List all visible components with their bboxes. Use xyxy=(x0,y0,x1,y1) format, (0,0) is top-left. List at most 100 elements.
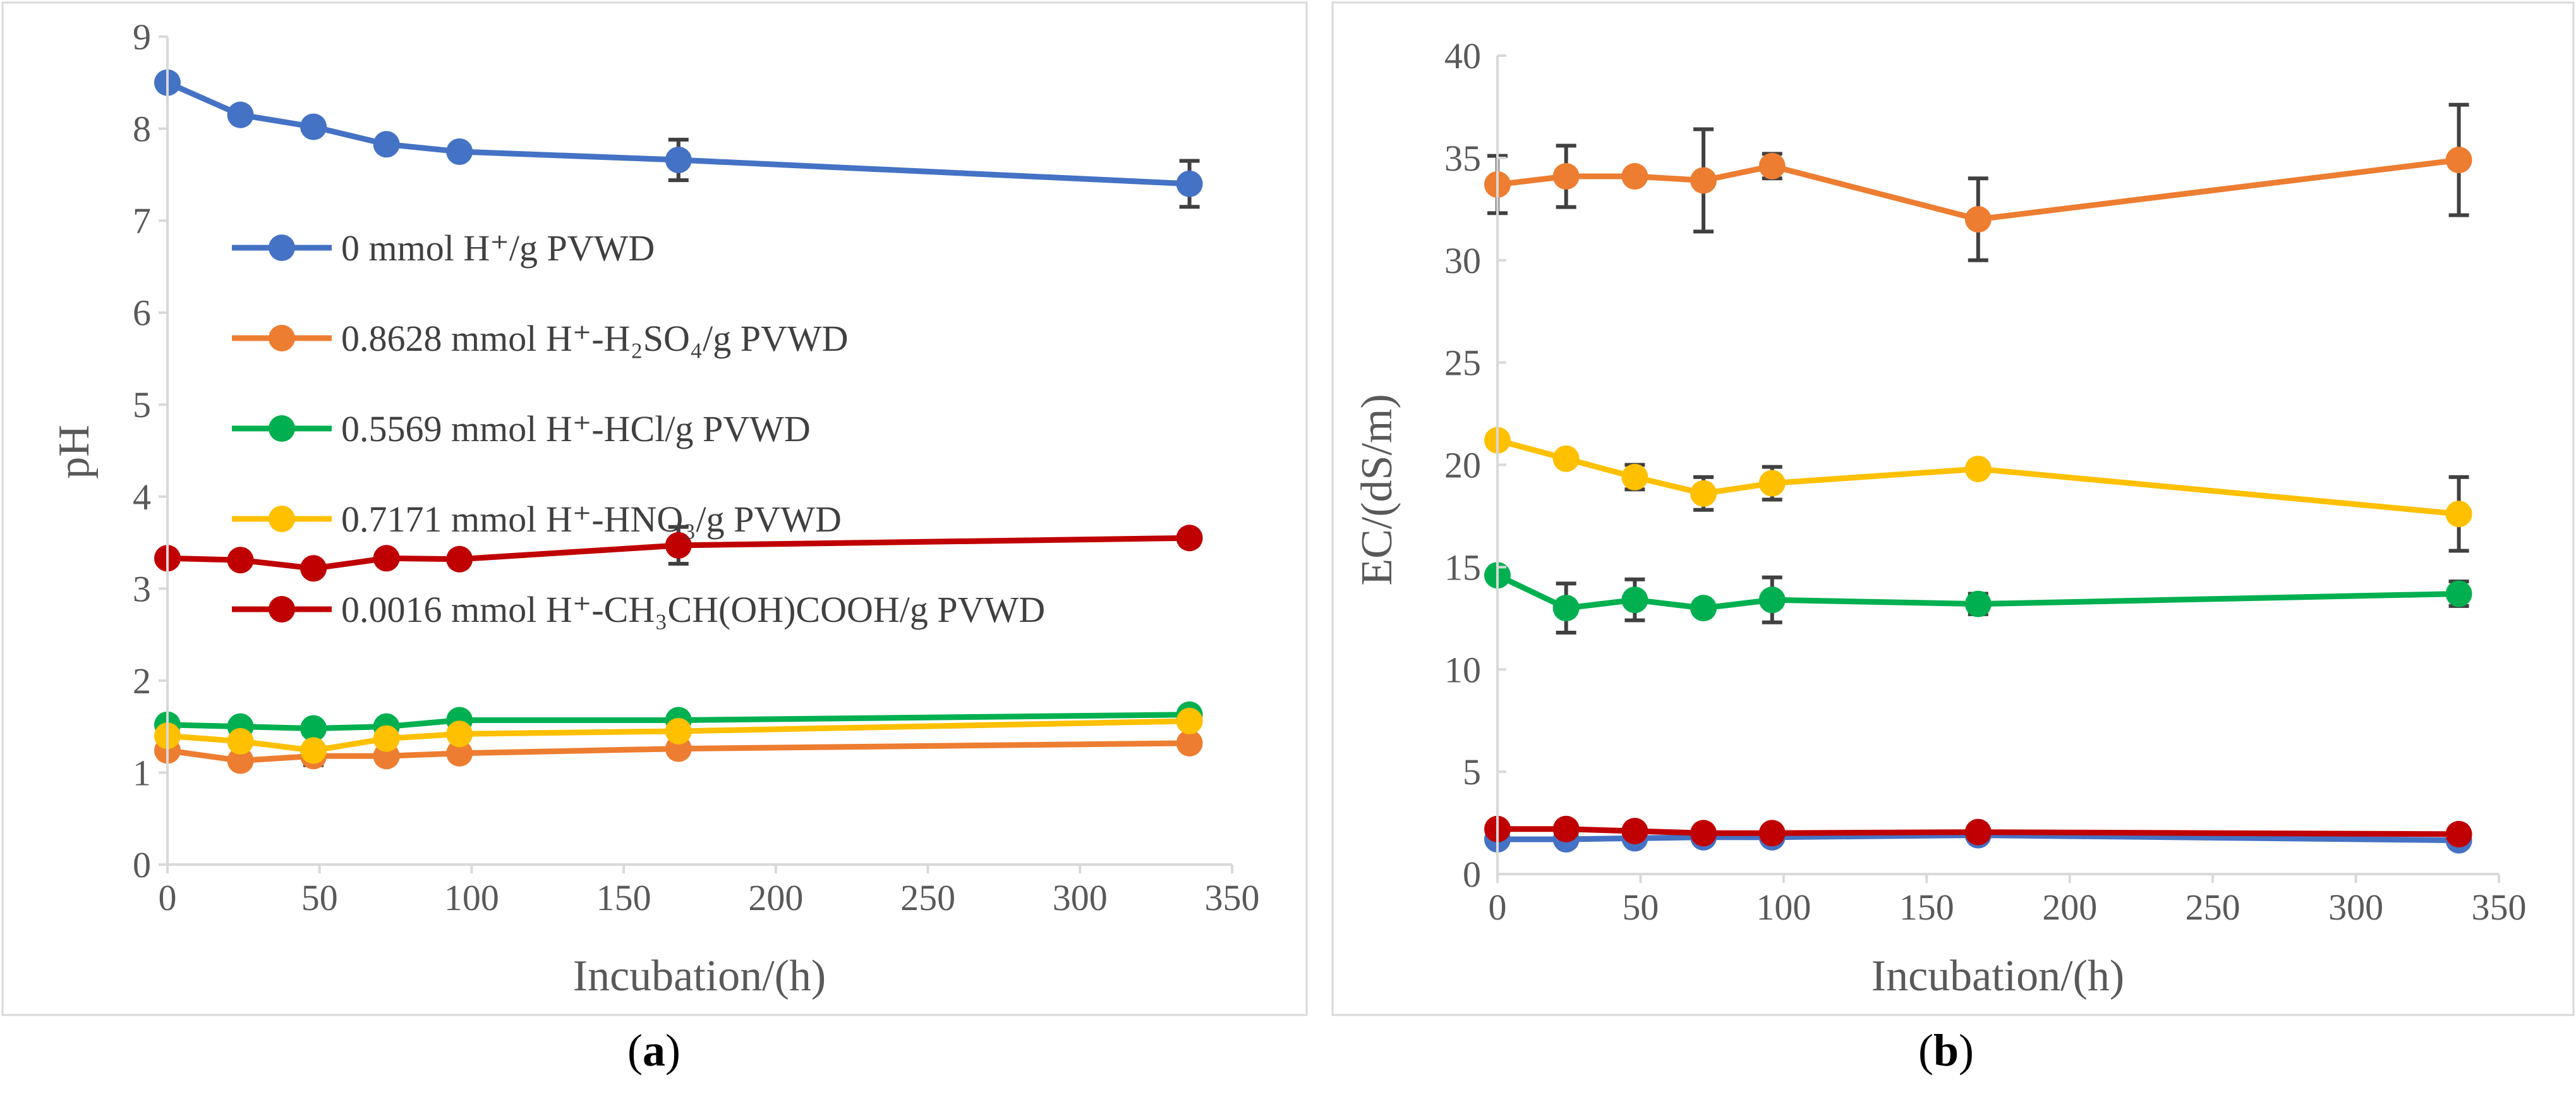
data-point xyxy=(300,555,327,582)
data-point xyxy=(1621,463,1648,490)
x-tick-label: 350 xyxy=(1205,877,1260,918)
data-point xyxy=(1690,480,1717,507)
data-point xyxy=(665,147,692,174)
data-point xyxy=(446,720,473,748)
data-point xyxy=(2445,501,2472,528)
y-tick-label: 5 xyxy=(133,384,151,425)
legend-item: 0.7171 mmol H⁺-HNO₃/g PVWD xyxy=(232,499,842,540)
x-tick-label: 300 xyxy=(1053,877,1108,918)
data-point xyxy=(1964,818,1992,846)
legend-swatch-marker xyxy=(269,325,295,351)
y-tick-label: 25 xyxy=(1444,343,1481,384)
x-tick-label: 50 xyxy=(1622,887,1659,928)
data-point xyxy=(1964,206,1992,233)
data-point xyxy=(1621,163,1648,190)
data-point xyxy=(373,725,400,752)
y-tick-label: 3 xyxy=(133,568,151,609)
data-point xyxy=(227,101,254,128)
data-point xyxy=(373,131,400,158)
data-point xyxy=(665,532,692,559)
data-point xyxy=(1758,820,1786,847)
x-tick-label: 0 xyxy=(159,877,177,918)
data-point xyxy=(446,739,473,767)
legend-item: 0.5569 mmol H⁺-HCl/g PVWD xyxy=(232,408,811,449)
panel-label-b: (b) xyxy=(1918,1025,1974,1076)
x-tick-label: 0 xyxy=(1489,887,1507,928)
chart-panel-b: 0 5 10 15 20 25 30 35 40 0 50 100 150 200 250 300 350 EC… xyxy=(1331,1,2575,1016)
x-tick-label: 200 xyxy=(2042,887,2097,928)
y-tick-label: 5 xyxy=(1463,751,1481,793)
legend-swatch-marker xyxy=(269,596,295,623)
data-point xyxy=(1176,729,1203,757)
y-tick-label: 35 xyxy=(1444,138,1481,179)
data-point xyxy=(1621,818,1648,845)
data-point xyxy=(300,737,327,764)
data-point xyxy=(300,113,327,140)
panel-label-a: (a) xyxy=(627,1025,680,1076)
panel-label-b-letter: b xyxy=(1933,1025,1959,1076)
y-tick-label: 0 xyxy=(133,844,151,885)
x-axis-title-a: Incubation/(h) xyxy=(573,952,826,1000)
panel-label-a-letter: a xyxy=(643,1025,665,1076)
x-axis-title-b: Incubation/(h) xyxy=(1872,952,2124,1000)
y-axis-title-a: pH xyxy=(50,425,99,479)
data-point xyxy=(1552,595,1580,622)
data-point xyxy=(2445,580,2472,607)
y-tick-label: 9 xyxy=(133,16,151,58)
data-point xyxy=(1176,170,1203,197)
data-point xyxy=(300,715,327,742)
data-point xyxy=(1176,707,1203,734)
legend-label: 0 mmol H⁺/g PVWD xyxy=(341,228,655,269)
data-point xyxy=(446,138,473,165)
chart-a-frame xyxy=(1,1,1308,1016)
data-point xyxy=(227,547,254,574)
y-tick-label: 8 xyxy=(133,109,151,150)
data-point xyxy=(1552,445,1580,472)
legend-label: 0.8628 mmol H⁺-H₂SO₄/g PVWD xyxy=(341,318,849,359)
data-point xyxy=(1552,815,1580,842)
legend-swatch-marker xyxy=(269,415,295,442)
legend-swatch-marker xyxy=(269,506,295,532)
data-point xyxy=(2445,147,2472,174)
data-point xyxy=(665,717,692,745)
y-tick-label: 0 xyxy=(1463,854,1481,895)
legend-item: 0.8628 mmol H⁺-H₂SO₄/g PVWD xyxy=(232,318,849,359)
x-tick-label: 150 xyxy=(596,877,651,918)
x-tick-label: 50 xyxy=(301,877,338,918)
data-point xyxy=(1690,820,1717,847)
data-point xyxy=(1690,595,1717,622)
chart-panel-a: 0 1 2 3 4 5 6 7 8 9 0 50 100 150 200 250 300 350 0 mmol H… xyxy=(1,1,1308,1016)
y-tick-label: 7 xyxy=(133,200,151,241)
x-tick-label: 100 xyxy=(444,877,499,918)
data-point xyxy=(227,727,254,755)
y-tick-label: 1 xyxy=(133,752,151,793)
x-tick-label: 350 xyxy=(2472,887,2527,928)
x-tick-label: 250 xyxy=(2186,887,2240,928)
data-point xyxy=(1758,152,1786,179)
data-point xyxy=(446,545,473,573)
y-tick-label: 40 xyxy=(1444,35,1481,76)
legend-label: 0.7171 mmol H⁺-HNO₃/g PVWD xyxy=(341,499,842,540)
data-point xyxy=(1964,590,1992,617)
legend-label: 0.5569 mmol H⁺-HCl/g PVWD xyxy=(341,408,811,449)
data-point xyxy=(1690,167,1717,194)
y-tick-label: 30 xyxy=(1444,240,1481,281)
y-tick-label: 20 xyxy=(1444,445,1481,486)
data-point xyxy=(1758,587,1786,614)
legend-label: 0.0016 mmol H⁺-CH₃CH(OH)COOH/g PVWD xyxy=(341,589,1045,630)
legend-swatch-marker xyxy=(269,234,295,261)
legend-item: 0.0016 mmol H⁺-CH₃CH(OH)COOH/g PVWD xyxy=(232,589,1045,630)
x-tick-label: 300 xyxy=(2328,887,2383,928)
legend-item: 0 mmol H⁺/g PVWD xyxy=(232,228,655,269)
data-point xyxy=(2445,820,2472,848)
data-point xyxy=(1964,455,1992,482)
data-point xyxy=(227,747,254,774)
y-axis-title-b: EC/(dS/m) xyxy=(1353,394,1401,585)
legend: 0 mmol H⁺/g PVWD 0.8628 mmol H⁺-H₂SO₄/g P… xyxy=(232,228,1045,630)
y-tick-label: 6 xyxy=(133,293,151,334)
data-point xyxy=(1758,470,1786,497)
y-tick-label: 15 xyxy=(1444,547,1481,588)
y-tick-label: 10 xyxy=(1444,649,1481,690)
y-tick-label: 2 xyxy=(133,660,151,702)
